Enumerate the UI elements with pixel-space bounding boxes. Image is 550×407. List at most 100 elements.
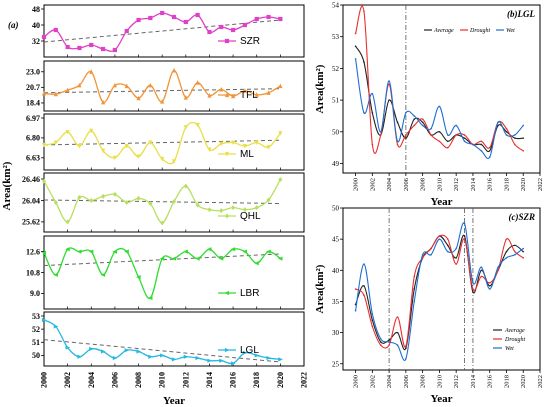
x-tick-label: 2012: [181, 372, 190, 388]
legend-label: TFL: [240, 90, 258, 101]
series-wet: [354, 222, 525, 361]
data-point: [100, 148, 106, 154]
data-point: [41, 178, 47, 184]
y-tick-label: 52: [332, 65, 340, 73]
data-point: [514, 137, 516, 139]
data-point: [463, 238, 466, 240]
data-point: [219, 358, 224, 363]
legend-label: Wet: [506, 28, 515, 34]
legend-label: SZR: [240, 36, 260, 47]
data-point: [480, 143, 483, 146]
subplot-ml: 6.63 6.80 6.97 ML: [26, 113, 305, 171]
y-tick-label: 6.97: [26, 114, 40, 123]
trend-line: [43, 139, 281, 146]
y-axis-title: Area(km²): [314, 64, 326, 113]
data-point: [89, 128, 94, 134]
x-tick-label: 2004: [386, 177, 393, 191]
data-point: [266, 90, 271, 95]
data-point: [522, 247, 525, 250]
x-tick-label: 2006: [110, 372, 119, 388]
data-point: [77, 143, 82, 149]
data-point: [124, 348, 130, 353]
data-point: [278, 16, 283, 22]
x-tick-label: 2020: [276, 372, 285, 388]
x-tick-label: 2008: [420, 178, 427, 191]
data-point: [136, 154, 141, 160]
data-point: [455, 247, 457, 250]
data-point: [41, 317, 47, 323]
data-point: [480, 150, 483, 152]
data-point: [455, 124, 457, 127]
data-point: [413, 300, 416, 303]
data-point: [254, 92, 259, 97]
data-point: [88, 249, 94, 254]
data-point: [505, 238, 508, 240]
data-point: [160, 10, 165, 16]
data-point: [480, 275, 483, 278]
data-point: [514, 253, 516, 256]
legend-label: Drought: [504, 337, 525, 343]
data-point: [171, 357, 177, 362]
data-point: [363, 263, 365, 265]
legend-label: LGL: [240, 345, 259, 356]
x-tick-label: 2020: [520, 178, 527, 191]
data-point: [112, 155, 118, 161]
data-point: [430, 247, 432, 250]
legend-marker: [224, 92, 230, 98]
data-point: [65, 345, 71, 350]
x-tick-label: 2016: [487, 177, 494, 191]
legend: Average Drought Wet: [424, 28, 515, 34]
panel-label: (b)LGL: [507, 9, 535, 19]
trend-line: [43, 88, 281, 94]
data-point: [183, 95, 188, 100]
data-point: [159, 256, 165, 261]
y-tick-label: 20.7: [26, 83, 40, 92]
legend-marker: [224, 347, 230, 353]
data-point: [195, 355, 201, 361]
data-point: [207, 92, 212, 98]
y-tick-label: 18.4: [26, 99, 40, 108]
data-point: [136, 17, 141, 23]
x-tick-label: 2004: [87, 372, 96, 388]
data-point: [195, 80, 200, 85]
data-point: [472, 291, 474, 293]
data-point: [354, 32, 357, 35]
data-point: [76, 249, 82, 254]
data-point: [388, 339, 390, 341]
data-point: [522, 257, 525, 259]
data-point: [522, 124, 525, 127]
data-point: [463, 222, 466, 225]
y-tick-label: 53: [32, 312, 40, 321]
data-point: [53, 91, 58, 97]
data-point: [207, 147, 212, 153]
data-point: [463, 134, 466, 136]
series-line: [355, 234, 524, 351]
data-point: [446, 250, 449, 253]
data-point: [413, 124, 416, 127]
data-point: [278, 357, 283, 362]
data-point: [207, 207, 212, 213]
trend-line: [43, 253, 281, 267]
y-axis-title: Area(km²): [1, 161, 13, 210]
legend-marker: [224, 213, 230, 219]
data-point: [430, 127, 432, 130]
data-point: [100, 193, 106, 199]
data-point: [413, 288, 416, 290]
data-point: [514, 134, 516, 136]
series-line: [355, 234, 524, 349]
data-point: [463, 235, 466, 237]
data-point: [230, 93, 236, 99]
panel-c: 25 30 35 40 45 50 2000 2002 2004 2006 2008 2010 2012…: [314, 205, 544, 406]
data-point: [254, 140, 259, 146]
data-point: [514, 244, 516, 247]
legend: Average Drought Wet: [493, 328, 525, 352]
data-point: [112, 47, 118, 53]
x-tick-label: 2014: [470, 374, 477, 388]
data-point: [89, 346, 94, 351]
y-tick-label: 12.6: [26, 247, 40, 256]
data-point: [438, 238, 441, 240]
x-tick-label: 2008: [134, 372, 143, 388]
data-point: [65, 247, 70, 252]
data-point: [124, 200, 129, 205]
data-point: [230, 27, 236, 33]
